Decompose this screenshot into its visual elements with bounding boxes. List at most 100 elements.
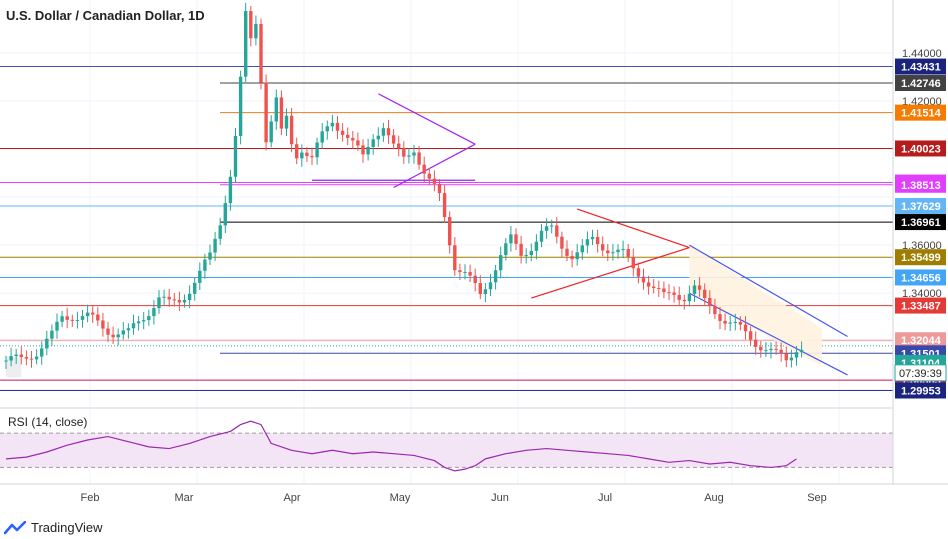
candle-body	[555, 225, 559, 237]
price-badge-label: 1.43431	[901, 62, 941, 74]
candle-body	[310, 156, 314, 158]
candle-body	[254, 23, 258, 39]
candle-body	[616, 249, 620, 253]
candle-body	[391, 135, 396, 144]
candle-body	[19, 354, 23, 358]
candle-body	[697, 285, 702, 290]
price-tick-label: 1.44000	[902, 48, 942, 60]
candle-body	[213, 238, 217, 253]
price-badge	[895, 269, 946, 286]
candle-body	[295, 144, 299, 159]
pennant-may-line	[378, 93, 476, 145]
candle-body	[397, 143, 401, 149]
price-axis[interactable]: 1.440001.420001.360001.340001.434311.427…	[892, 0, 948, 539]
rsi-panel: RSI (14, close)80.0040.00	[0, 407, 930, 474]
candle-body	[157, 297, 161, 309]
candle-body	[570, 255, 574, 260]
candle-body	[228, 176, 233, 204]
candle-body	[29, 358, 34, 360]
candle-body	[595, 236, 600, 245]
candle-body	[300, 152, 304, 159]
candle-body	[682, 299, 686, 302]
candle-body	[305, 152, 309, 157]
candle-body	[799, 349, 804, 353]
candle-body	[769, 348, 773, 351]
time-tick-label: Aug	[704, 492, 724, 504]
price-badge	[895, 297, 946, 314]
price-badge-label: 1.34656	[901, 272, 941, 284]
candle-body	[172, 299, 176, 301]
candle-body	[692, 285, 697, 294]
candle-body	[677, 294, 681, 300]
candle-body	[478, 283, 482, 295]
candle-body	[264, 82, 268, 143]
candle-body	[9, 356, 13, 361]
candle-body	[96, 314, 100, 321]
candle-body	[519, 243, 523, 256]
candle-body	[468, 271, 472, 276]
candle-body	[728, 322, 732, 324]
candle-body	[218, 225, 222, 239]
candle-body	[488, 282, 493, 290]
candle-body	[442, 193, 447, 218]
candle-body	[590, 236, 595, 240]
candle-body	[167, 296, 171, 300]
time-tick-label: Mar	[175, 492, 194, 504]
candle-body	[249, 11, 253, 39]
candle-body	[483, 289, 488, 295]
candle-body	[101, 320, 105, 329]
candle-body	[335, 122, 340, 131]
wedge-july-line	[577, 208, 690, 249]
candle-body	[713, 305, 717, 315]
countdown-label: 07:39:39	[899, 368, 942, 380]
candle-body	[223, 203, 227, 226]
countdown-badge	[894, 364, 947, 382]
candle-body	[376, 135, 380, 140]
price-badge-label: 1.29953	[901, 386, 941, 398]
candle-body	[708, 297, 712, 306]
candle-body	[652, 286, 656, 289]
candle-body	[325, 126, 329, 132]
time-tick-label: May	[390, 492, 411, 504]
candle-body	[437, 183, 442, 194]
candle-body	[463, 271, 467, 273]
time-axis[interactable]: Feb Mar Apr May Jun Jul Aug Sep	[0, 483, 948, 504]
price-badge	[895, 382, 946, 399]
price-tick-label: 1.36000	[902, 240, 942, 252]
candle-body	[142, 320, 146, 322]
candle-body	[121, 330, 125, 335]
candle-body	[703, 289, 707, 298]
price-badge-label: 1.32044	[901, 335, 942, 347]
candle-body	[601, 244, 605, 251]
candle-body	[422, 164, 426, 174]
candle-body	[274, 97, 278, 122]
candle-body	[748, 331, 753, 340]
candle-body	[402, 148, 406, 157]
price-badge	[895, 75, 946, 92]
candle-body	[75, 319, 80, 321]
candle-body	[91, 312, 95, 315]
candle-body	[284, 115, 289, 129]
candle-body	[233, 135, 238, 177]
candle-body	[136, 321, 141, 324]
candle-body	[60, 316, 64, 322]
candle-body	[427, 173, 431, 179]
candle-body	[346, 134, 350, 138]
wedge-july-line	[531, 246, 690, 299]
candle-body	[24, 357, 29, 359]
tradingview-brand[interactable]: TradingView	[4, 520, 103, 535]
price-candles[interactable]	[4, 2, 804, 369]
candle-body	[340, 130, 345, 135]
time-tick-label: Jul	[598, 492, 612, 504]
price-badge-label: 1.42746	[901, 78, 941, 90]
candle-body	[238, 76, 243, 136]
candle-body	[412, 152, 416, 156]
candle-body	[784, 353, 788, 361]
candle-body	[544, 226, 549, 231]
candle-body	[407, 155, 411, 157]
candle-body	[330, 122, 335, 127]
candle-body	[504, 243, 508, 256]
candle-body	[560, 236, 564, 249]
price-badge	[895, 104, 946, 121]
